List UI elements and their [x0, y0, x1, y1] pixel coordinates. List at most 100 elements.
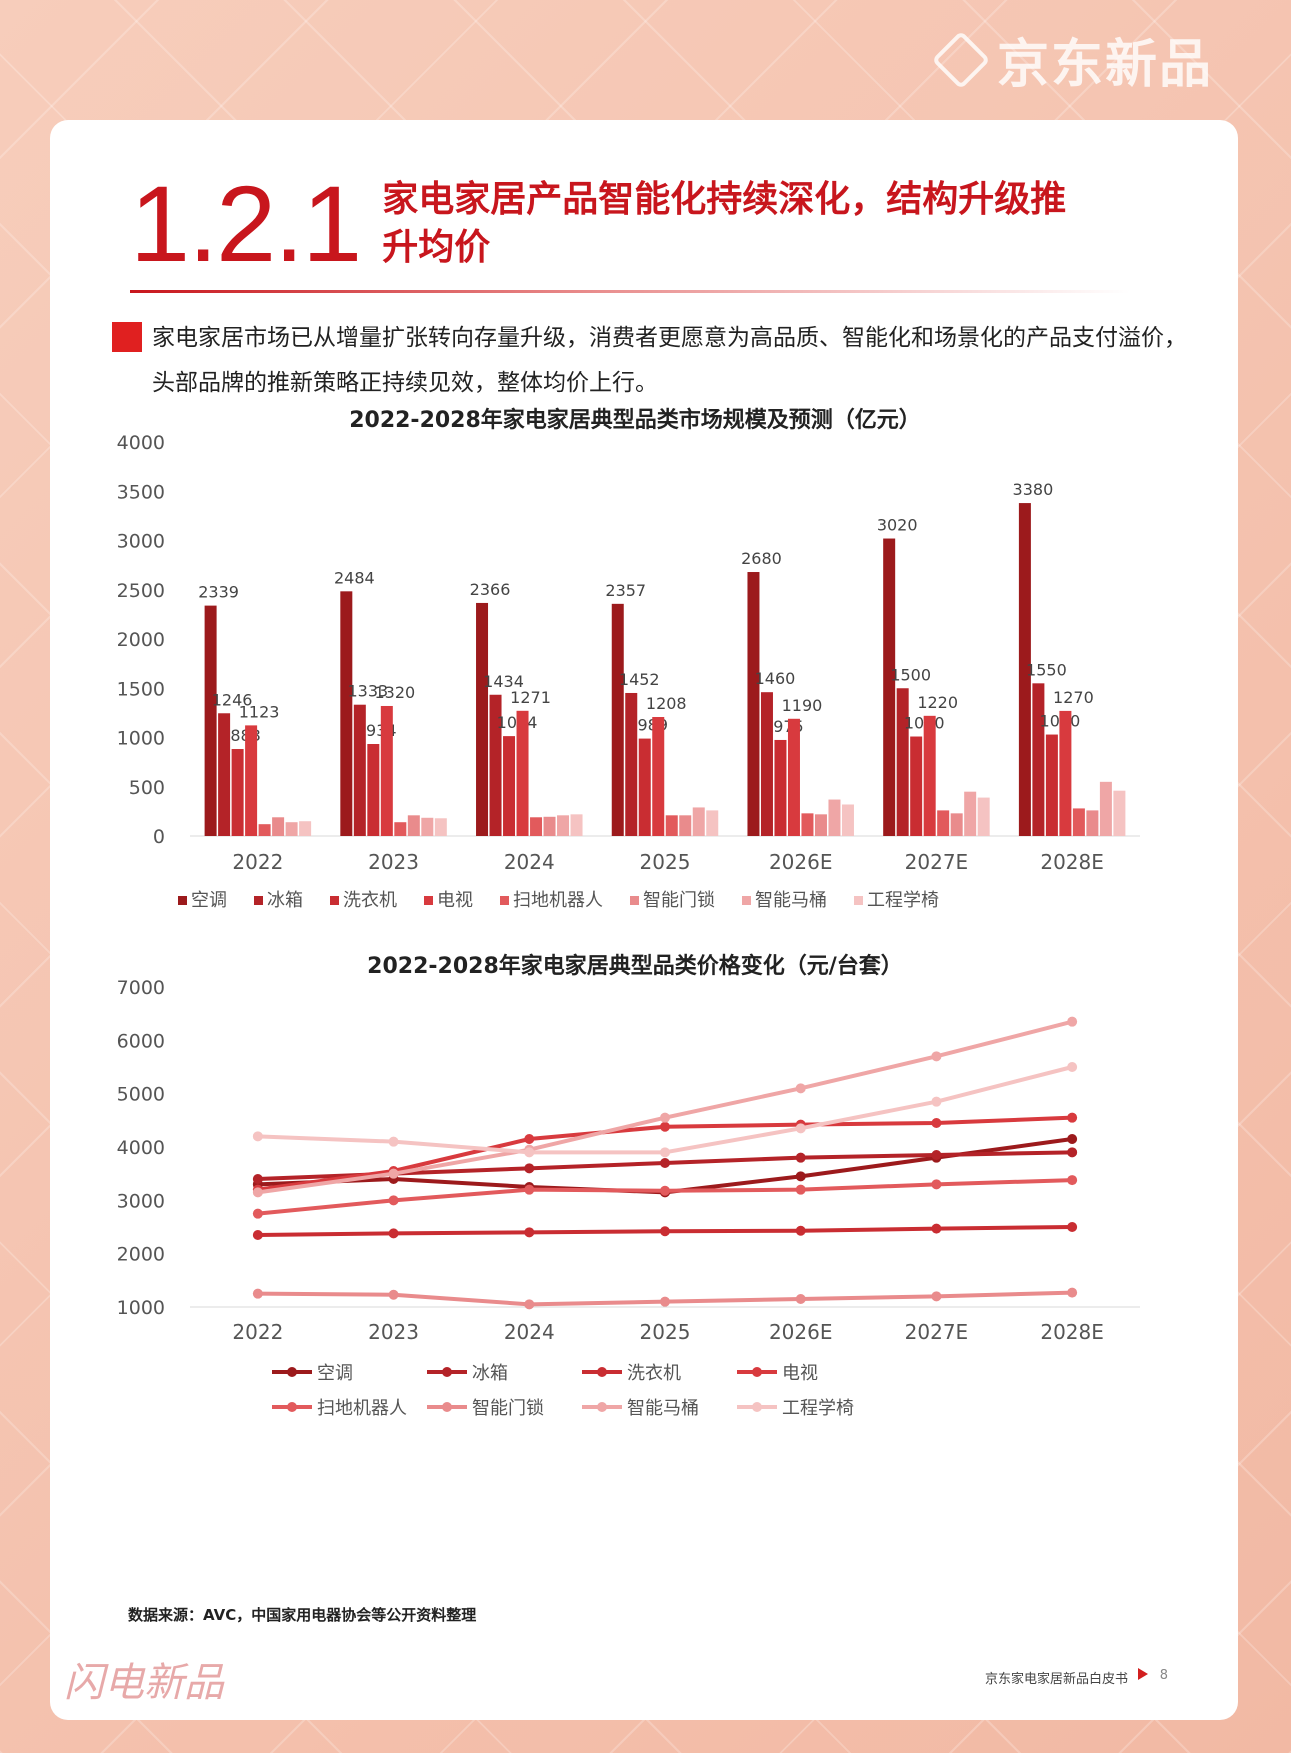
x-tick-label: 2024 — [504, 850, 555, 874]
legend-marker — [287, 1402, 297, 1412]
line-point — [795, 1083, 806, 1094]
legend-marker — [752, 1367, 762, 1377]
bar — [380, 705, 393, 836]
bar-data-label: 3380 — [1013, 480, 1054, 499]
legend-label: 空调 — [317, 1363, 353, 1384]
section-title: 家电家居产品智能化持续深化，结构升级推升均价 — [382, 179, 1067, 268]
line-point — [795, 1123, 806, 1134]
bar — [883, 538, 896, 836]
bar — [692, 807, 705, 836]
line-point — [1067, 1147, 1078, 1158]
line-point — [795, 1171, 806, 1182]
x-tick-label: 2024 — [504, 1320, 555, 1344]
bar — [747, 572, 760, 836]
y-tick-label: 4000 — [117, 1137, 165, 1159]
legend-swatch — [854, 896, 863, 905]
bar — [1086, 810, 1099, 836]
line-point — [931, 1223, 942, 1234]
legend-label: 冰箱 — [267, 890, 303, 911]
y-tick-label: 3000 — [117, 531, 165, 553]
line-point — [252, 1230, 263, 1240]
bar — [340, 591, 353, 836]
legend-label: 智能马桶 — [755, 890, 827, 911]
bar — [516, 710, 529, 836]
bar — [530, 817, 543, 836]
line-point — [524, 1163, 535, 1174]
bar — [801, 813, 814, 836]
legend-swatch — [178, 896, 187, 905]
line-point — [388, 1289, 399, 1300]
legend-label: 冰箱 — [472, 1363, 508, 1384]
line-point — [1067, 1222, 1078, 1232]
line-point — [795, 1184, 806, 1195]
bar — [841, 804, 854, 836]
bar — [394, 822, 407, 836]
y-tick-label: 3500 — [117, 481, 165, 503]
bar — [977, 797, 990, 836]
bar — [218, 713, 231, 836]
chart-title: 2022-2028年家电家居典型品类市场规模及预测（亿元） — [349, 407, 921, 433]
bar — [896, 688, 909, 836]
bar-data-label: 1320 — [374, 683, 415, 702]
legend-marker — [442, 1367, 452, 1377]
legend-label: 工程学椅 — [867, 890, 939, 911]
legend-swatch — [424, 896, 433, 905]
bar — [665, 815, 678, 836]
y-tick-label: 5000 — [117, 1084, 165, 1106]
legend-marker — [597, 1402, 607, 1412]
market-size-bar-chart: 2022-2028年家电家居典型品类市场规模及预测（亿元） 0 500 1000 150… — [117, 407, 1140, 911]
y-tick-label: 1500 — [117, 678, 165, 700]
line-point — [931, 1051, 942, 1062]
bar-data-label: 1434 — [483, 672, 524, 691]
bar — [258, 824, 271, 836]
legend-label: 智能门锁 — [643, 890, 715, 911]
data-source-note: 数据来源：AVC，中国家用电器协会等公开资料整理 — [128, 1606, 477, 1624]
bar — [1072, 808, 1085, 836]
bar — [1113, 790, 1126, 836]
bar — [570, 814, 583, 836]
bar — [638, 738, 651, 836]
x-tick-label: 2025 — [640, 1320, 691, 1344]
bar — [611, 603, 624, 836]
x-tick-label: 2023 — [368, 1320, 419, 1344]
bar — [964, 791, 977, 836]
line-point — [1067, 1016, 1078, 1027]
bar — [353, 704, 366, 836]
legend-label: 扫地机器人 — [317, 1398, 407, 1419]
line-point — [1067, 1134, 1078, 1144]
line-point — [524, 1299, 535, 1310]
line-point — [1067, 1112, 1078, 1123]
legend-swatch — [742, 896, 751, 905]
y-tick-label: 2000 — [117, 629, 165, 651]
bar — [421, 817, 434, 836]
legend-label: 洗衣机 — [627, 1363, 681, 1384]
bar — [787, 718, 800, 836]
y-tick-label: 1000 — [117, 1297, 165, 1319]
bar — [950, 813, 963, 836]
bar — [625, 692, 638, 836]
bar — [774, 739, 787, 836]
line-point — [660, 1185, 670, 1196]
y-tick-label: 2000 — [117, 1244, 165, 1266]
page-number: 8 — [1159, 1668, 1168, 1683]
line-point — [795, 1294, 806, 1304]
bar-data-label: 2484 — [334, 568, 375, 587]
y-tick-label: 6000 — [117, 1030, 165, 1052]
bar — [299, 821, 312, 836]
bar-data-label: 1208 — [646, 694, 687, 713]
legend-marker — [287, 1367, 297, 1377]
bar — [231, 749, 244, 836]
intro-bullet-icon — [112, 322, 142, 352]
brand-cube-icon — [931, 30, 991, 89]
footer-logo: 闪电新品 — [64, 1660, 224, 1706]
bar-data-label: 1270 — [1053, 688, 1094, 707]
heading-divider — [130, 290, 1130, 293]
x-tick-label: 2022 — [232, 1320, 283, 1344]
line-point — [388, 1228, 399, 1239]
line-point — [660, 1121, 670, 1132]
line-point — [388, 1195, 399, 1206]
line-point — [1067, 1175, 1078, 1186]
series-line — [257, 1065, 1073, 1155]
bar — [367, 744, 380, 836]
bar — [1018, 503, 1031, 836]
